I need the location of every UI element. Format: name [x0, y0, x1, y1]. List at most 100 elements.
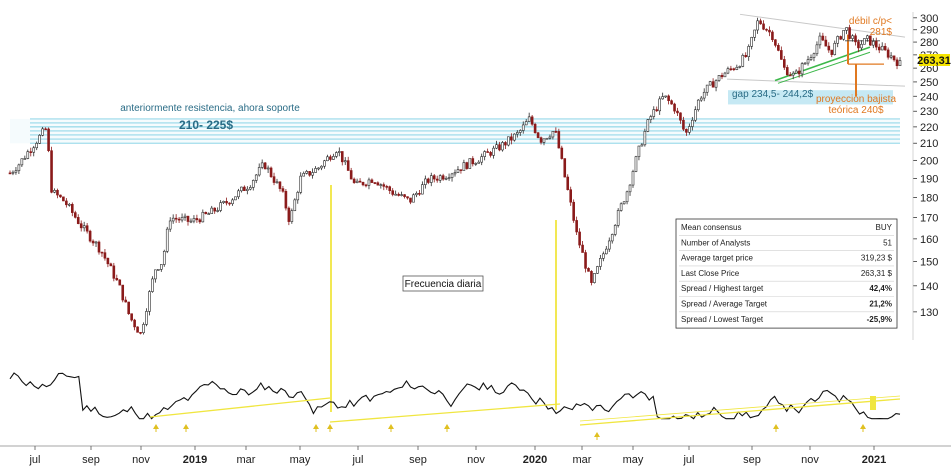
candle-body	[619, 203, 623, 211]
candle-body	[723, 72, 727, 78]
candle-body	[441, 175, 445, 180]
candle-body	[444, 177, 448, 180]
candle-body	[251, 180, 255, 188]
candle-body	[8, 172, 12, 175]
consensus-table-frame	[675, 218, 898, 329]
candle-body	[409, 197, 412, 203]
candle-body	[361, 181, 365, 186]
candle-body	[335, 152, 338, 157]
candle-body	[311, 172, 314, 176]
candle-body	[860, 43, 863, 49]
support-note: anteriormente resistencia, ahora soporte	[120, 103, 300, 114]
candle-body	[818, 35, 822, 46]
candle-body	[296, 192, 300, 201]
candle-body	[272, 176, 276, 183]
candle-body	[391, 190, 395, 195]
candle-body	[883, 45, 887, 51]
candle-body	[545, 137, 549, 140]
candle-body	[711, 81, 715, 88]
projection-label-1: proyección bajista	[816, 94, 896, 105]
x-tick-label: 2021	[862, 454, 886, 466]
candle-body	[483, 151, 486, 157]
candle-body	[65, 200, 68, 206]
candle-body	[269, 167, 273, 177]
oscillator-arrow-icon	[153, 424, 159, 429]
candle-body	[415, 192, 418, 196]
candle-body	[646, 119, 650, 132]
candle-body	[139, 332, 142, 334]
candle-body	[880, 45, 884, 51]
candle-body	[186, 215, 190, 222]
candle-body	[257, 167, 261, 176]
candle-body	[753, 29, 756, 38]
y-tick-label: 190	[920, 173, 938, 185]
candle-body	[367, 179, 371, 186]
candle-body	[741, 55, 745, 67]
candle-body	[845, 27, 848, 31]
candle-body	[812, 53, 816, 58]
candle-body	[219, 202, 222, 211]
candle-body	[504, 142, 507, 146]
candle-body	[593, 273, 596, 283]
candle-body	[566, 176, 570, 190]
candle-body	[643, 131, 647, 146]
candle-body	[358, 180, 362, 183]
candle-body	[679, 112, 682, 121]
candle-body	[231, 199, 234, 205]
candle-body	[833, 42, 837, 55]
candle-body	[403, 194, 406, 197]
candle-body	[714, 80, 718, 88]
candle-body	[892, 55, 896, 61]
candle-body	[510, 136, 513, 141]
candle-body	[97, 241, 101, 253]
candle-body	[744, 55, 748, 57]
candle-body	[622, 201, 626, 205]
candle-body	[527, 116, 531, 122]
candle-body	[732, 68, 736, 71]
consensus-table: Mean consensus BUY Number of Analysts 51 Ave…	[675, 218, 898, 329]
candle-body	[165, 228, 169, 252]
candle-body	[171, 217, 175, 222]
candle-body	[797, 70, 801, 75]
candle-body	[260, 162, 264, 168]
x-tick-label: nov	[467, 454, 485, 466]
candle-body	[38, 135, 41, 144]
candle-body	[866, 35, 869, 39]
candle-body	[373, 182, 377, 184]
candle-body	[854, 35, 857, 43]
candle-body	[869, 35, 872, 46]
candle-body	[851, 35, 854, 39]
candle-body	[148, 291, 151, 312]
candle-body	[382, 184, 386, 187]
candle-body	[124, 299, 127, 303]
candle-body	[765, 28, 768, 31]
y-tick-label: 280	[920, 37, 938, 49]
candle-body	[192, 218, 196, 222]
consensus-row-label: Average target price	[681, 254, 753, 263]
candle-body	[17, 164, 21, 172]
candle-body	[29, 151, 33, 153]
consensus-row-value: 319,23 $	[861, 254, 893, 263]
candle-body	[299, 175, 303, 193]
candle-body	[468, 158, 472, 169]
candle-body	[44, 128, 47, 131]
oscillator-trend-line	[329, 403, 561, 423]
candle-body	[691, 119, 694, 127]
candle-body	[803, 62, 807, 65]
candle-body	[596, 266, 599, 274]
oscillator-trend-line	[579, 398, 901, 426]
candle-body	[225, 201, 228, 204]
y-tick-label: 290	[920, 25, 938, 37]
candle-body	[821, 35, 825, 41]
candle-body	[71, 203, 74, 213]
candle-body	[877, 46, 881, 51]
candle-body	[337, 151, 341, 153]
last-price-badge	[919, 54, 950, 66]
candle-body	[616, 210, 620, 226]
candle-body	[640, 144, 644, 147]
candle-body	[456, 169, 460, 173]
candle-body	[94, 241, 98, 244]
channel-bottom-line	[726, 78, 906, 87]
candle-body	[827, 45, 831, 51]
candle-body	[756, 20, 759, 31]
